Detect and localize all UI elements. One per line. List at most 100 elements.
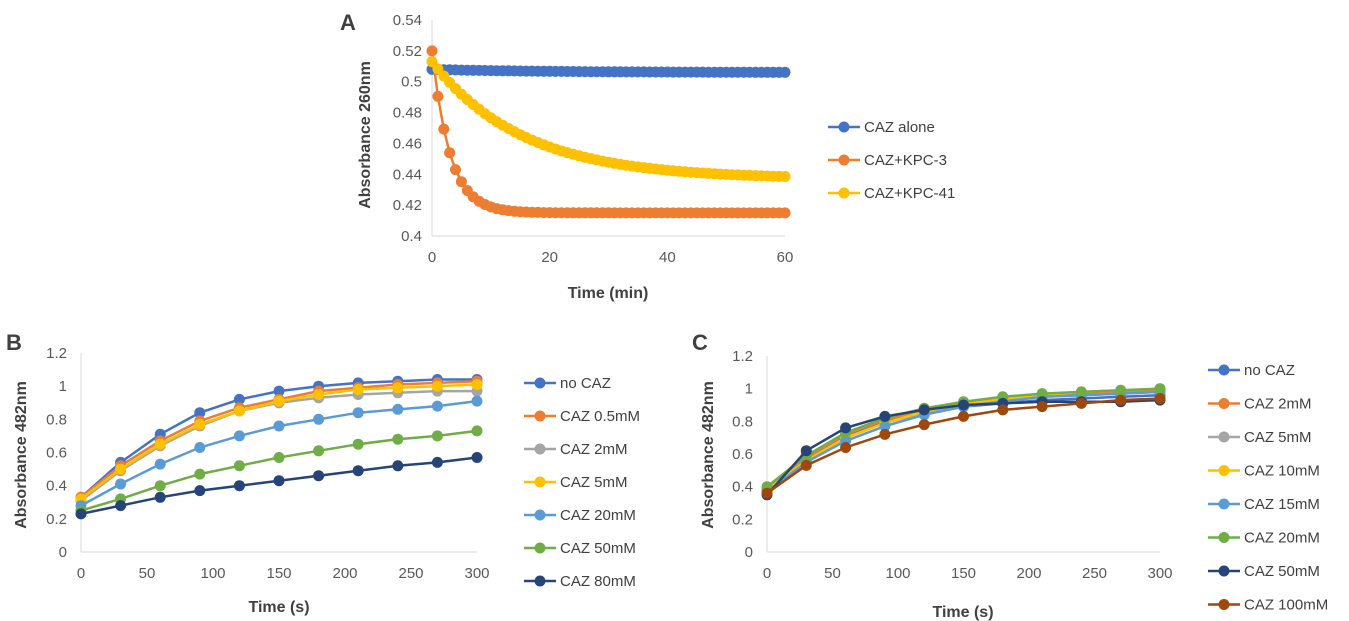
- legend-label-c: no CAZ: [1244, 362, 1295, 379]
- data-point-b-0: [194, 407, 206, 419]
- data-point-b-3: [392, 382, 404, 394]
- series-a-1: [426, 45, 791, 219]
- legend-label-b: CAZ 50mM: [560, 540, 636, 557]
- data-point-a-1: [455, 176, 467, 188]
- data-point-c-7: [1154, 393, 1166, 404]
- data-point-b-5: [273, 452, 285, 463]
- data-point-b-0: [273, 385, 285, 397]
- legend-item-b-1: CAZ 0.5mM: [524, 408, 640, 425]
- panel-label-b: B: [6, 330, 22, 355]
- legend-swatch-marker-a: [838, 121, 850, 133]
- data-point-c-5: [1154, 383, 1166, 395]
- legend-item-c-3: CAZ 10mM: [1208, 463, 1320, 480]
- data-point-b-6: [115, 500, 127, 512]
- data-point-b-5: [471, 425, 483, 437]
- data-point-a-0: [779, 66, 791, 78]
- y-tick-label-a: 0.42: [393, 197, 422, 214]
- data-point-b-5: [392, 433, 404, 445]
- data-point-a-2: [426, 56, 438, 68]
- y-tick-label-b: 0.8: [46, 411, 67, 428]
- x-tick-label-a: 40: [659, 249, 676, 266]
- x-tick-label-a: 20: [541, 249, 558, 266]
- legend-item-c-0: no CAZ: [1208, 362, 1295, 379]
- data-point-b-5: [431, 430, 443, 442]
- y-tick-label-b: 0: [59, 544, 67, 561]
- data-point-c-7: [800, 459, 812, 471]
- data-point-c-7: [918, 419, 930, 431]
- data-point-c-7: [761, 487, 773, 499]
- x-tick-label-b: 250: [398, 565, 423, 582]
- data-point-b-4: [273, 420, 285, 432]
- legend-item-b-0: no CAZ: [524, 375, 611, 392]
- data-point-b-6: [194, 485, 206, 497]
- data-point-c-7: [1036, 401, 1048, 413]
- data-point-a-1: [779, 207, 791, 219]
- x-tick-label-a: 60: [777, 249, 794, 266]
- x-axis-title-a: Time (min): [568, 285, 649, 302]
- data-point-b-6: [431, 456, 443, 468]
- data-point-b-6: [154, 491, 166, 503]
- y-tick-label-b: 0.6: [46, 445, 67, 462]
- legend-item-b-6: CAZ 80mM: [524, 573, 636, 590]
- legend-swatch-marker-b: [534, 443, 546, 455]
- legend-item-c-6: CAZ 50mM: [1208, 563, 1320, 580]
- data-point-b-6: [273, 475, 285, 487]
- legend-swatch-marker-c: [1218, 565, 1230, 577]
- legend-label-b: CAZ 5mM: [560, 474, 628, 491]
- data-point-b-3: [431, 380, 443, 392]
- legend-swatch-marker-c: [1218, 465, 1230, 476]
- data-point-c-6: [840, 422, 852, 434]
- data-point-b-4: [431, 400, 443, 412]
- y-tick-label-b: 1: [59, 378, 67, 395]
- data-point-a-1: [450, 164, 461, 176]
- data-point-b-6: [313, 470, 325, 482]
- x-tick-label-b: 50: [139, 565, 156, 582]
- series-b-6: [75, 452, 483, 520]
- data-point-b-6: [392, 460, 404, 472]
- data-point-b-6: [233, 480, 245, 492]
- data-point-b-3: [352, 384, 364, 395]
- x-tick-label-c: 200: [1016, 565, 1041, 582]
- legend-item-a-2: CAZ+KPC-41: [828, 185, 955, 202]
- y-axis-title-c: Absorbance 482nm: [700, 381, 717, 529]
- legend-label-c: CAZ 5mM: [1244, 429, 1312, 446]
- series-a-2: [426, 56, 791, 182]
- x-tick-label-c: 300: [1147, 565, 1172, 582]
- y-axis-title-b: Absorbance 482nm: [13, 381, 30, 529]
- data-point-a-2: [779, 171, 791, 182]
- y-tick-label-b: 1.2: [46, 345, 67, 362]
- data-point-c-7: [1115, 394, 1127, 406]
- legend-label-a: CAZ+KPC-41: [864, 185, 955, 202]
- data-point-b-0: [233, 393, 245, 405]
- x-axis-title-c: Time (s): [932, 604, 993, 621]
- legend-item-c-2: CAZ 5mM: [1208, 429, 1312, 446]
- legend-swatch-marker-c: [1218, 532, 1230, 543]
- y-tick-label-c: 1: [745, 381, 753, 398]
- legend-swatch-marker-b: [534, 476, 546, 488]
- series-b-3: [75, 379, 483, 505]
- y-tick-label-a: 0.4: [401, 228, 422, 245]
- x-tick-label-b: 200: [332, 565, 357, 582]
- data-point-c-6: [800, 445, 812, 457]
- data-point-b-5: [154, 480, 166, 492]
- data-point-b-5: [233, 460, 245, 472]
- data-point-b-4: [392, 403, 404, 415]
- legend-swatch-marker-c: [1218, 398, 1230, 409]
- series-line-b-5: [80, 429, 478, 512]
- legend-swatch-marker-b: [534, 575, 546, 587]
- data-point-b-3: [194, 418, 206, 430]
- data-point-c-7: [1075, 397, 1087, 409]
- legend-label-c: CAZ 15mM: [1244, 496, 1320, 513]
- y-tick-label-c: 1.2: [732, 348, 753, 365]
- data-point-b-4: [115, 478, 127, 490]
- legend-swatch-marker-c: [1218, 431, 1230, 443]
- legend-label-c: CAZ 2mM: [1244, 396, 1312, 413]
- data-point-c-6: [918, 404, 930, 416]
- legend-swatch-marker-a: [838, 187, 850, 199]
- x-tick-label-b: 0: [77, 565, 85, 582]
- y-tick-label-b: 0.4: [46, 478, 67, 495]
- data-point-b-4: [352, 407, 364, 419]
- x-tick-label-b: 100: [200, 565, 225, 582]
- y-tick-label-c: 0.8: [732, 413, 753, 430]
- data-point-b-3: [313, 389, 325, 400]
